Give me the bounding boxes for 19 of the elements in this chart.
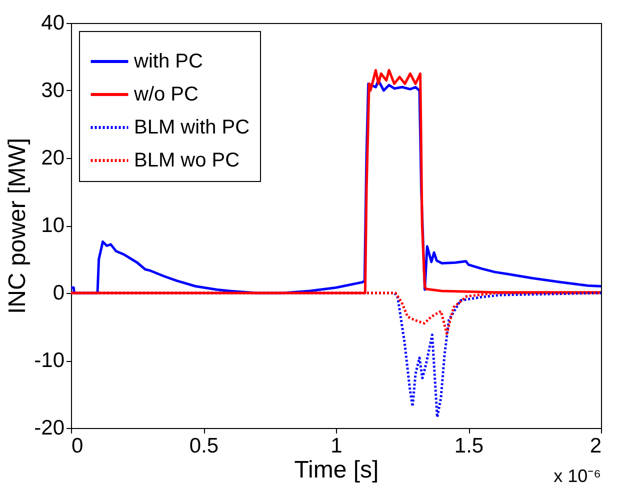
y-axis-title: INC power [MW] (4, 138, 32, 314)
x-tick-label: 2 (590, 434, 602, 458)
y-tick-label: 20 (41, 146, 64, 170)
x-tick-label: 1 (330, 434, 342, 458)
legend-label: w/o PC (133, 84, 198, 106)
x-axis-title: Time [s] (294, 456, 379, 484)
x-tick-label: 0 (72, 434, 84, 458)
x-tick-label: 0.5 (189, 434, 219, 458)
legend-label: with PC (133, 50, 203, 72)
y-tick-label: 0 (52, 282, 64, 304)
x-tick-label: 1.5 (454, 434, 484, 458)
text: x 10⁻⁶ (554, 466, 601, 486)
y-tick-label: 40 (41, 12, 64, 34)
legend-label: BLM wo PC (134, 150, 240, 172)
y-tick-label: -20 (34, 416, 64, 440)
y-tick-label: 30 (41, 79, 64, 102)
y-tick-label: -10 (34, 349, 64, 372)
legend-label: BLM with PC (134, 116, 250, 138)
y-tick-label: 10 (41, 214, 64, 237)
